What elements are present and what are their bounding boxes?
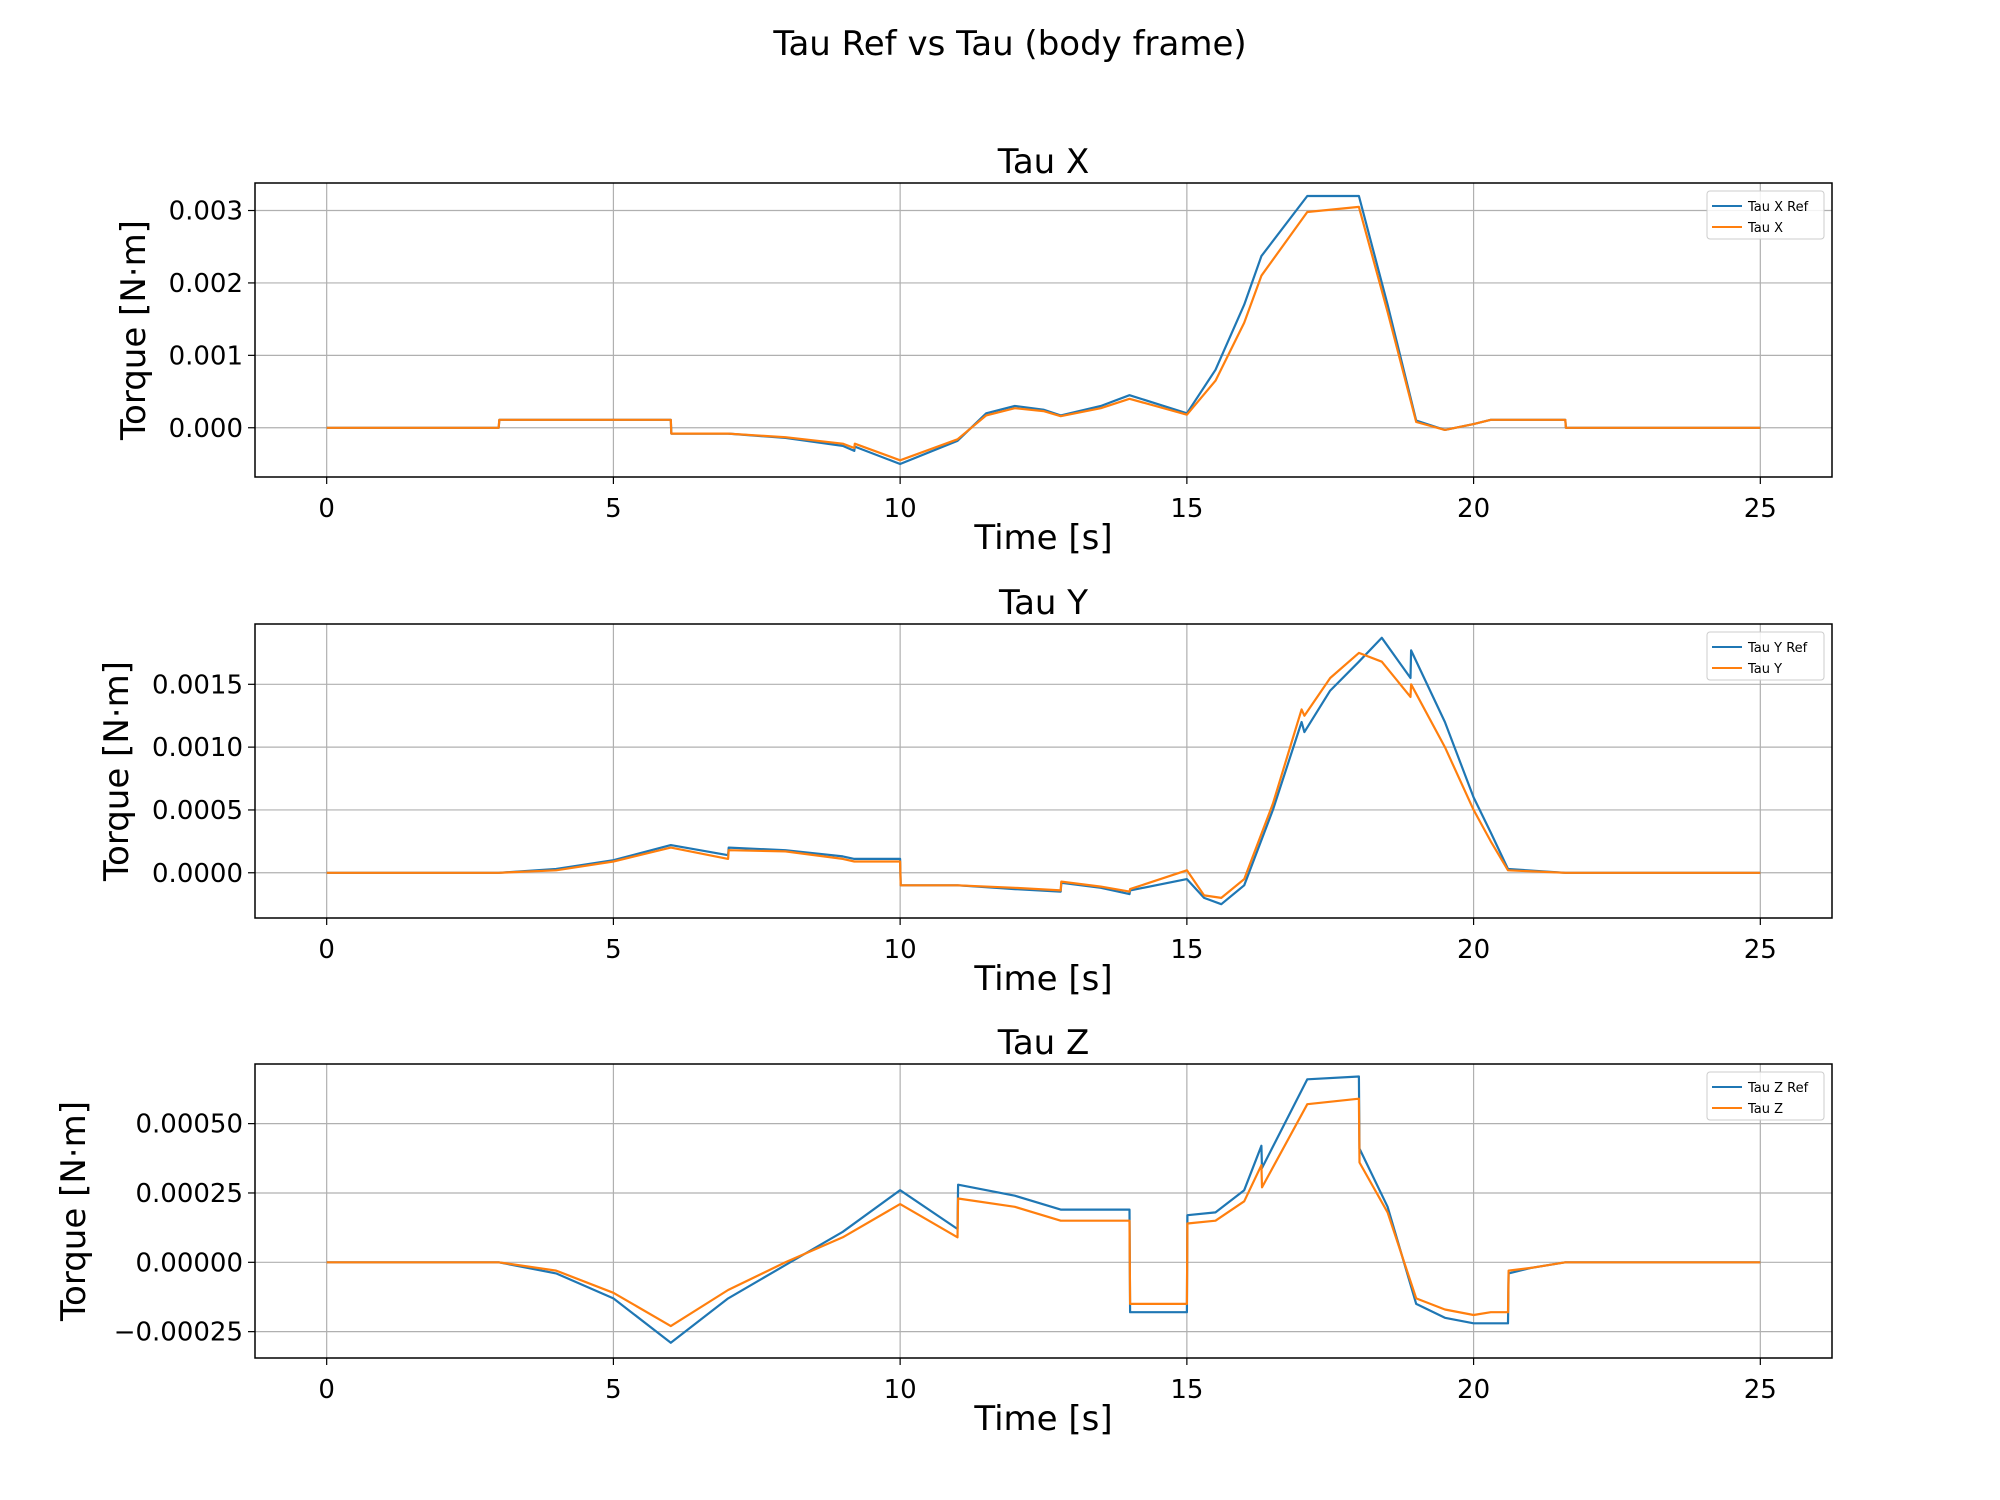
legend-label: Tau Y <box>1747 662 1782 677</box>
x-tick-label: 15 <box>1170 935 1203 965</box>
y-axis-label: Torque [N·m] <box>54 1101 94 1322</box>
x-axis-label: Time [s] <box>973 959 1112 999</box>
x-tick-label: 5 <box>605 494 622 524</box>
y-tick-label: 0.00050 <box>135 1110 243 1140</box>
subplot-title: Tau Z <box>997 1023 1090 1063</box>
legend-label: Tau Z <box>1747 1102 1783 1117</box>
x-tick-label: 20 <box>1457 494 1490 524</box>
x-tick-label: 20 <box>1457 935 1490 965</box>
x-tick-label: 0 <box>318 1375 335 1405</box>
x-tick-label: 10 <box>884 935 917 965</box>
y-axis-label: Torque [N·m] <box>114 220 154 441</box>
x-tick-label: 25 <box>1744 494 1777 524</box>
series-line-2 <box>326 205 1761 462</box>
x-axis-label: Time [s] <box>973 518 1112 558</box>
x-tick-label: 25 <box>1744 1375 1777 1405</box>
x-tick-label: 5 <box>605 935 622 965</box>
axes-frame <box>254 1063 1833 1359</box>
x-tick-label: 25 <box>1744 935 1777 965</box>
x-tick-label: 20 <box>1457 1375 1490 1405</box>
y-tick-label: −0.00025 <box>114 1318 243 1348</box>
figure-title: Tau Ref vs Tau (body frame) <box>772 24 1246 64</box>
legend-label: Tau Z Ref <box>1747 1081 1809 1096</box>
y-tick-label: 0.001 <box>169 341 243 371</box>
series-line-2 <box>326 651 1761 899</box>
panel-1: 0 5 10 15 20 25 0.000 0.001 0.002 0.003 Tau X Time … <box>114 142 1833 558</box>
x-tick-label: 15 <box>1170 1375 1203 1405</box>
x-tick-label: 10 <box>884 1375 917 1405</box>
axes-frame <box>254 623 1833 919</box>
y-tick-label: 0.0005 <box>152 796 243 826</box>
y-tick-label: 0.0000 <box>152 859 243 889</box>
panel-3: 0 5 10 15 20 25 −0.00025 0.00000 0.00025 0.00050 T… <box>54 1023 1833 1439</box>
series-line-2 <box>326 1097 1761 1328</box>
panel-2: 0 5 10 15 20 25 0.0000 0.0005 0.0010 0.0015 Tau Y T… <box>97 583 1833 999</box>
legend-label: Tau X Ref <box>1747 200 1809 215</box>
x-tick-label: 0 <box>318 935 335 965</box>
y-tick-label: 0.0015 <box>152 670 243 700</box>
x-tick-label: 5 <box>605 1375 622 1405</box>
axes-frame <box>254 182 1833 478</box>
y-tick-label: 0.0010 <box>152 733 243 763</box>
legend-label: Tau X <box>1747 221 1783 236</box>
series-line-1 <box>326 1075 1761 1344</box>
y-tick-label: 0.00000 <box>135 1248 243 1278</box>
y-tick-label: 0.000 <box>169 414 243 444</box>
y-axis-label: Torque [N·m] <box>97 661 137 882</box>
subplot-title: Tau X <box>997 142 1090 182</box>
legend-label: Tau Y Ref <box>1747 641 1808 656</box>
y-tick-label: 0.00025 <box>135 1179 243 1209</box>
y-tick-label: 0.003 <box>169 197 243 227</box>
x-axis-label: Time [s] <box>973 1399 1112 1439</box>
y-tick-label: 0.002 <box>169 269 243 299</box>
x-tick-label: 10 <box>884 494 917 524</box>
x-tick-label: 0 <box>318 494 335 524</box>
x-tick-label: 15 <box>1170 494 1203 524</box>
subplot-title: Tau Y <box>998 583 1088 623</box>
